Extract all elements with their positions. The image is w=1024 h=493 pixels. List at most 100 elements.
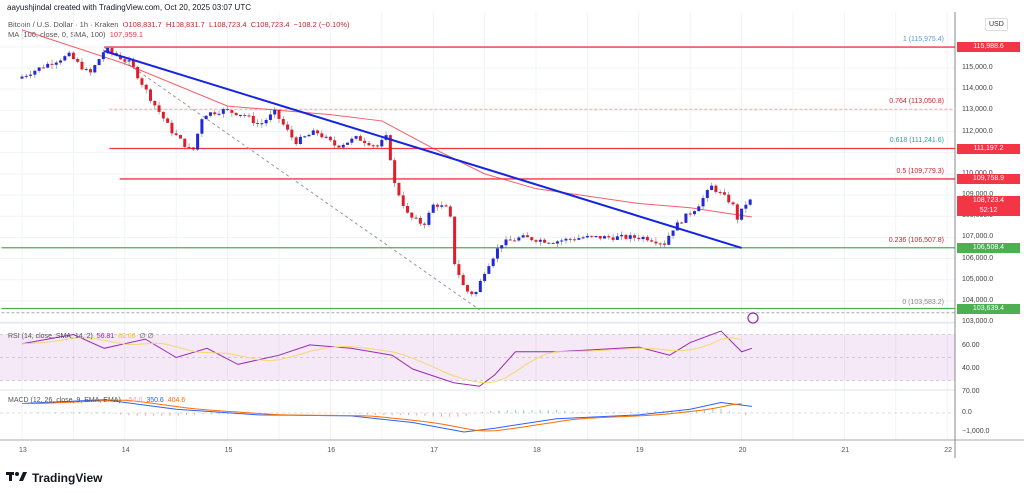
candle xyxy=(667,235,671,245)
price-label: 106,508.4 xyxy=(957,242,1020,253)
ma-legend[interactable]: MA (100, close, 0, SMA, 100) 107,959.1 xyxy=(8,30,143,39)
tradingview-logo[interactable]: TradingView xyxy=(6,470,102,485)
candle xyxy=(431,204,435,213)
candle xyxy=(187,146,191,148)
candle xyxy=(316,130,320,134)
candle xyxy=(718,192,722,194)
candle xyxy=(465,285,469,292)
candle xyxy=(123,59,127,62)
change-value: −108.2 (−0.10%) xyxy=(293,20,350,29)
candle xyxy=(350,138,354,143)
price-label: 109,758.9 xyxy=(957,173,1020,184)
candle xyxy=(680,222,684,224)
candle xyxy=(277,109,281,119)
high-value: H108,831.7 xyxy=(166,20,205,29)
candle xyxy=(84,69,88,71)
time-tick: 15 xyxy=(224,447,233,454)
price-tick: 106,000.0 xyxy=(962,254,994,262)
candle xyxy=(101,52,105,60)
ma100-line xyxy=(21,29,752,218)
candle xyxy=(76,59,80,62)
price-tick: 107,000.0 xyxy=(962,233,994,241)
candle xyxy=(393,160,397,184)
last-price: 108,723.4 xyxy=(972,196,1005,204)
candle xyxy=(551,243,555,245)
candle xyxy=(290,129,294,138)
candle xyxy=(401,195,405,206)
candle xyxy=(615,236,619,240)
rsi-legend[interactable]: RSI (14, close, SMA, 14, 2) 56.81 62.06 … xyxy=(8,332,154,340)
candle xyxy=(247,115,251,117)
candle xyxy=(650,240,654,242)
candle xyxy=(710,185,714,191)
candle xyxy=(238,114,242,116)
candle xyxy=(260,123,264,125)
time-tick: 18 xyxy=(533,447,541,454)
candle xyxy=(256,123,260,125)
candle xyxy=(564,238,568,241)
price-tick: 110,000.0 xyxy=(962,170,993,177)
currency-button[interactable]: USD xyxy=(985,18,1008,31)
price-tick: 112,000.0 xyxy=(962,127,993,135)
candle xyxy=(658,243,662,245)
candle xyxy=(324,136,328,138)
candle xyxy=(161,111,165,119)
time-tick: 14 xyxy=(121,447,130,454)
rsi-band xyxy=(0,334,955,381)
candle xyxy=(346,142,350,145)
ma-label: MA (100, close, 0, SMA, 100) xyxy=(8,30,106,39)
candle xyxy=(397,183,401,196)
candle xyxy=(183,138,187,147)
candle xyxy=(744,204,748,209)
candle xyxy=(624,234,628,239)
macd-value: 350.6 xyxy=(146,397,164,404)
candle xyxy=(590,235,594,237)
time-tick: 22 xyxy=(944,447,952,454)
candle xyxy=(371,145,375,147)
candle xyxy=(174,133,178,136)
candle xyxy=(508,239,512,241)
candle xyxy=(427,212,431,225)
candle xyxy=(478,280,482,293)
price-tick: 105,000.0 xyxy=(962,275,994,283)
candle xyxy=(20,76,24,79)
candle xyxy=(470,291,474,295)
fib-level-label: 0 (103,583.2) xyxy=(902,298,944,306)
candle xyxy=(170,122,174,134)
candle xyxy=(119,55,123,60)
candle xyxy=(251,115,255,124)
macd-tick: −1,000.0 xyxy=(962,428,990,435)
candle xyxy=(298,136,302,145)
candle xyxy=(166,118,170,123)
fib-level-label: 0.236 (106,507.8) xyxy=(888,236,944,244)
brand-name: TradingView xyxy=(32,470,103,485)
candle xyxy=(611,237,615,240)
candle xyxy=(517,237,521,241)
candle xyxy=(268,114,272,120)
candle xyxy=(568,238,572,240)
candle xyxy=(435,204,439,207)
candle xyxy=(637,237,641,240)
macd-legend[interactable]: MACD (12, 26, close, 9, EMA, EMA) −54.0 … xyxy=(8,397,185,404)
rsi-label: RSI (14, close, SMA, 14, 2) xyxy=(8,333,93,340)
candle xyxy=(543,239,547,243)
fib-level-label: 0.5 (109,779.3) xyxy=(896,167,944,175)
price-label: 103,639.4 xyxy=(957,303,1020,314)
time-tick: 17 xyxy=(430,447,438,454)
candle xyxy=(603,236,607,239)
candle xyxy=(418,217,422,224)
candle xyxy=(80,61,84,70)
candle xyxy=(54,62,58,65)
candle xyxy=(423,223,427,225)
candle xyxy=(688,213,692,215)
candle xyxy=(71,52,75,60)
candle xyxy=(208,112,212,116)
candle xyxy=(286,124,290,130)
price-tick: 104,000.0 xyxy=(962,296,994,304)
open-value: O108,831.7 xyxy=(122,20,162,29)
candle xyxy=(474,292,478,295)
candle xyxy=(131,60,135,67)
candle xyxy=(67,52,71,57)
candle xyxy=(337,145,341,148)
